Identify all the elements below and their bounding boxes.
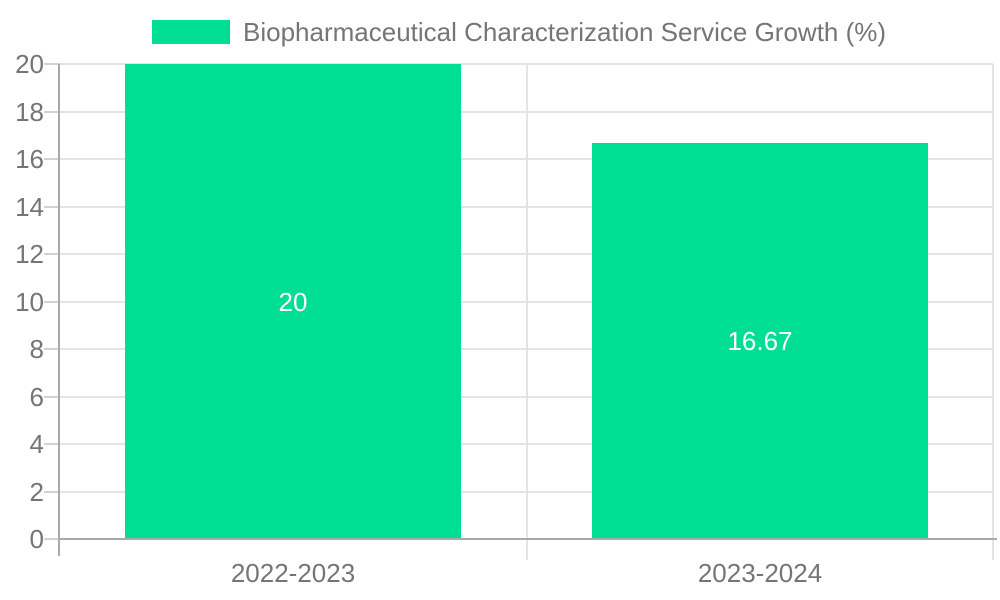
bar (125, 64, 461, 538)
bar-value-label: 16.67 (727, 326, 793, 356)
y-tick (44, 253, 60, 255)
category-boundary-gridline (526, 64, 528, 560)
category-boundary-gridline (992, 64, 994, 560)
y-tick-label: 20 (15, 49, 44, 79)
y-tick-label: 12 (15, 239, 44, 269)
y-tick (44, 491, 60, 493)
y-tick (44, 396, 60, 398)
y-tick (44, 111, 60, 113)
y-tick-label: 6 (29, 382, 44, 412)
y-tick (44, 301, 60, 303)
y-tick (44, 348, 60, 350)
y-tick-label: 14 (15, 192, 44, 222)
bar-value-label: 20 (278, 287, 308, 317)
bar (592, 143, 928, 538)
y-tick-label: 16 (15, 144, 44, 174)
chart-legend: Biopharmaceutical Characterization Servi… (152, 18, 886, 46)
y-tick-label: 2 (29, 477, 44, 507)
y-tick (44, 538, 60, 540)
legend-label: Biopharmaceutical Characterization Servi… (243, 17, 887, 47)
y-tick (44, 158, 60, 160)
x-tick-label: 2022-2023 (230, 558, 356, 588)
y-tick-label: 10 (15, 287, 44, 317)
legend-swatch (152, 20, 230, 44)
y-tick-label: 4 (29, 429, 44, 459)
y-tick-label: 18 (15, 97, 44, 127)
y-tick-label: 0 (29, 524, 44, 554)
y-tick (44, 63, 60, 65)
y-axis-line (58, 64, 60, 556)
y-tick (44, 443, 60, 445)
y-tick-label: 8 (29, 334, 44, 364)
x-axis-line (58, 538, 997, 540)
x-tick-label: 2023-2024 (697, 558, 823, 588)
y-tick (44, 206, 60, 208)
